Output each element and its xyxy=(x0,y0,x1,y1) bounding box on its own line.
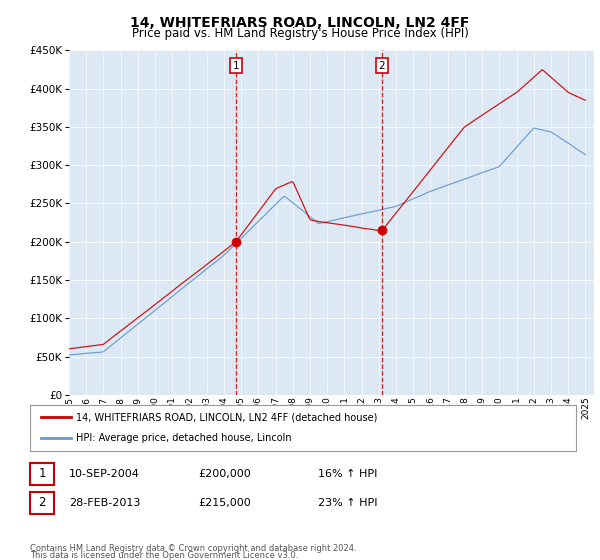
Text: 2: 2 xyxy=(38,496,46,510)
Text: 23% ↑ HPI: 23% ↑ HPI xyxy=(318,498,377,508)
Text: 14, WHITEFRIARS ROAD, LINCOLN, LN2 4FF: 14, WHITEFRIARS ROAD, LINCOLN, LN2 4FF xyxy=(130,16,470,30)
Text: £215,000: £215,000 xyxy=(198,498,251,508)
Text: £200,000: £200,000 xyxy=(198,469,251,479)
Text: 28-FEB-2013: 28-FEB-2013 xyxy=(69,498,140,508)
Text: Contains HM Land Registry data © Crown copyright and database right 2024.: Contains HM Land Registry data © Crown c… xyxy=(30,544,356,553)
Text: 16% ↑ HPI: 16% ↑ HPI xyxy=(318,469,377,479)
Text: 14, WHITEFRIARS ROAD, LINCOLN, LN2 4FF (detached house): 14, WHITEFRIARS ROAD, LINCOLN, LN2 4FF (… xyxy=(76,412,378,422)
Text: 10-SEP-2004: 10-SEP-2004 xyxy=(69,469,140,479)
Text: 1: 1 xyxy=(38,467,46,480)
Text: HPI: Average price, detached house, Lincoln: HPI: Average price, detached house, Linc… xyxy=(76,433,292,444)
Text: Price paid vs. HM Land Registry's House Price Index (HPI): Price paid vs. HM Land Registry's House … xyxy=(131,27,469,40)
Text: 2: 2 xyxy=(378,60,385,71)
Text: This data is licensed under the Open Government Licence v3.0.: This data is licensed under the Open Gov… xyxy=(30,551,298,560)
Text: 1: 1 xyxy=(232,60,239,71)
